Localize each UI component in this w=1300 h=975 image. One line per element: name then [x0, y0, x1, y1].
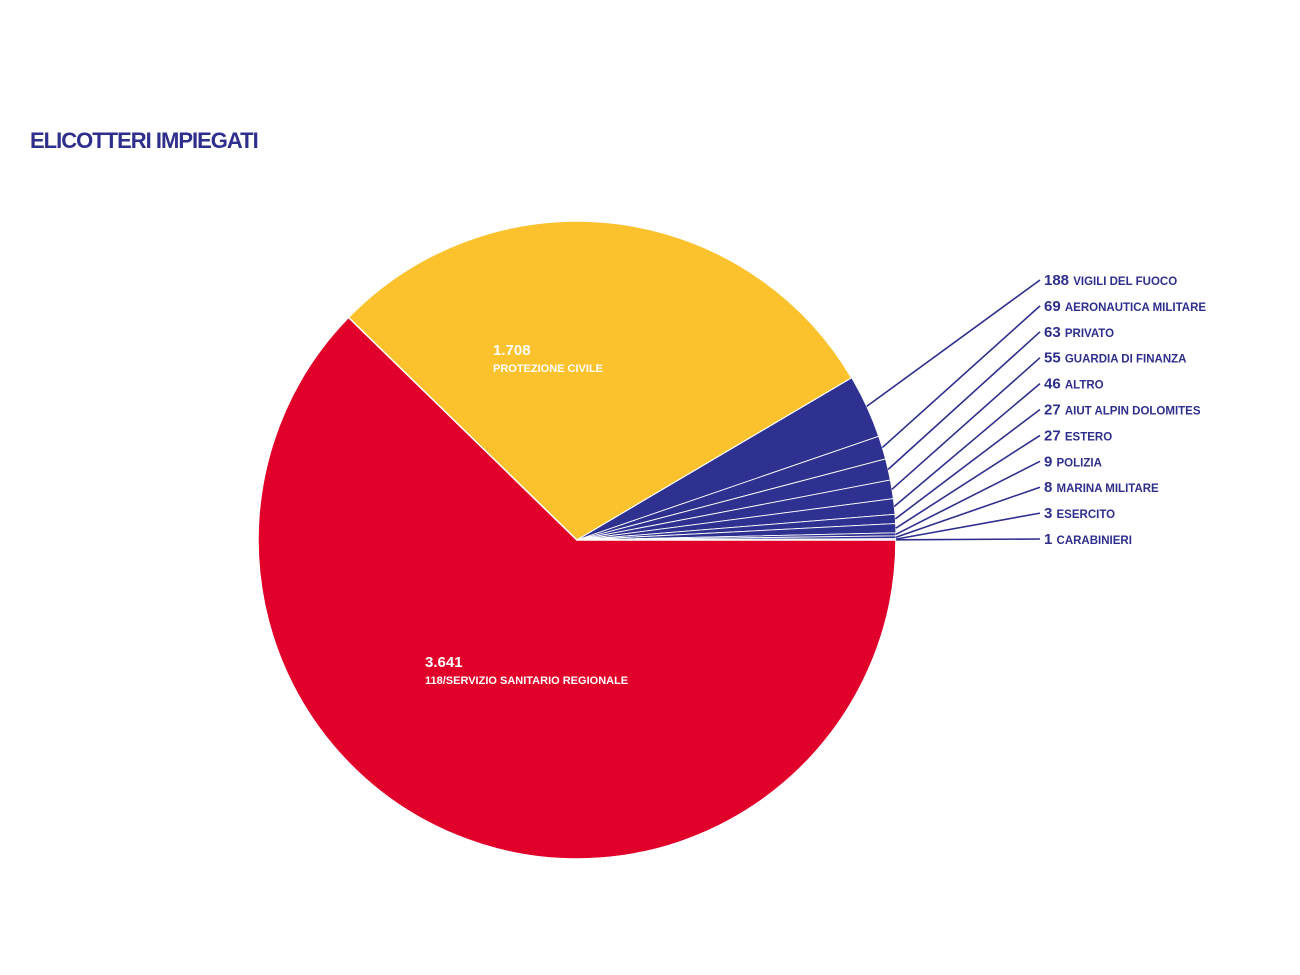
callout-value: 55	[1044, 350, 1065, 367]
callout-value: 27	[1044, 427, 1065, 444]
callout-value: 9	[1044, 453, 1057, 470]
callout-label-privato: 63 PRIVATO	[1044, 324, 1114, 341]
callout-name: GUARDIA DI FINANZA	[1065, 354, 1187, 366]
callout-name: PRIVATO	[1065, 328, 1114, 340]
callout-label-aeronautica-militare: 69 AERONAUTICA MILITARE	[1044, 298, 1206, 315]
callout-name: CARABINIERI	[1057, 535, 1132, 547]
callout-name: VIGILI DEL FUOCO	[1073, 276, 1177, 288]
callout-label-estero: 27 ESTERO	[1044, 427, 1112, 444]
pie-callouts: 188 VIGILI DEL FUOCO 69 AERONAUTICA MILIT…	[866, 272, 1206, 548]
callout-value: 3	[1044, 505, 1057, 522]
callout-leader-line	[895, 538, 1041, 541]
callout-name: ESTERO	[1065, 431, 1112, 443]
callout-label-aiut-alpin-dolomites: 27 AIUT ALPIN DOLOMITES	[1044, 402, 1201, 419]
callout-label-carabinieri: 1 CARABINIERI	[1044, 531, 1132, 548]
slice-value-label: 1.708	[493, 342, 531, 359]
callout-value: 8	[1044, 479, 1057, 496]
callout-name: ESERCITO	[1057, 509, 1116, 521]
callout-leader-line	[893, 382, 1041, 508]
callout-value: 188	[1044, 272, 1073, 289]
callout-value: 46	[1044, 376, 1065, 393]
slice-name-label: PROTEZIONE CIVILE	[493, 363, 603, 375]
callout-label-marina-militare: 8 MARINA MILITARE	[1044, 479, 1159, 496]
callout-label-esercito: 3 ESERCITO	[1044, 505, 1115, 522]
callout-label-polizia: 9 POLIZIA	[1044, 453, 1102, 470]
callout-name: MARINA MILITARE	[1057, 483, 1160, 495]
callout-leader-line	[891, 357, 1041, 490]
callout-leader-line	[881, 305, 1041, 449]
callout-label-guardia-di-finanza: 55 GUARDIA DI FINANZA	[1044, 350, 1186, 367]
callout-value: 69	[1044, 298, 1065, 315]
pie-slice-118-servizio-sanitario-regionale	[257, 316, 897, 860]
pie-slices	[257, 220, 897, 860]
callout-leader-line	[887, 331, 1041, 471]
chart-title: ELICOTTERI IMPIEGATI	[30, 128, 259, 153]
slice-value-label: 3.641	[425, 654, 463, 671]
callout-value: 63	[1044, 324, 1065, 341]
callout-label-vigili-del-fuoco: 188 VIGILI DEL FUOCO	[1044, 272, 1177, 289]
pie-inner-labels: 3.641 118/SERVIZIO SANITARIO REGIONALE 1.7…	[425, 342, 628, 687]
callout-name: AERONAUTICA MILITARE	[1065, 302, 1207, 314]
callout-name: ALTRO	[1065, 380, 1104, 392]
callout-leader-line	[895, 486, 1041, 539]
callout-leader-line	[894, 408, 1041, 520]
callout-value: 1	[1044, 531, 1057, 548]
callout-leader-line	[895, 512, 1041, 540]
callout-label-altro: 46 ALTRO	[1044, 376, 1104, 393]
callout-leader-line	[895, 460, 1041, 536]
callout-name: POLIZIA	[1057, 457, 1102, 469]
pie-slice-protezione-civile	[347, 220, 853, 541]
slice-name-label: 118/SERVIZIO SANITARIO REGIONALE	[425, 675, 628, 687]
callout-leader-line	[866, 279, 1041, 408]
callout-name: AIUT ALPIN DOLOMITES	[1065, 406, 1201, 418]
callout-value: 27	[1044, 402, 1065, 419]
callout-leader-line	[895, 434, 1041, 529]
